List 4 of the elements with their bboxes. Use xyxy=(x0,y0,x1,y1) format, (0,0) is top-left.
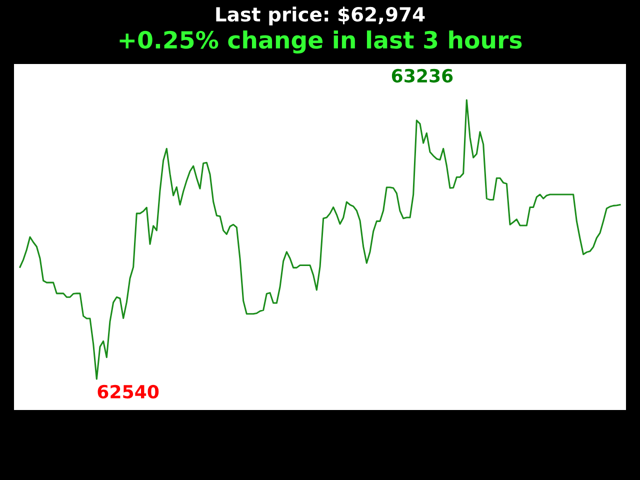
chart-subtitle: +0.25% change in last 3 hours xyxy=(120,30,522,54)
text: 63236 xyxy=(392,68,453,83)
annotation: 62540 xyxy=(98,384,159,399)
chart-title: Last price: $62,974 xyxy=(216,6,425,26)
